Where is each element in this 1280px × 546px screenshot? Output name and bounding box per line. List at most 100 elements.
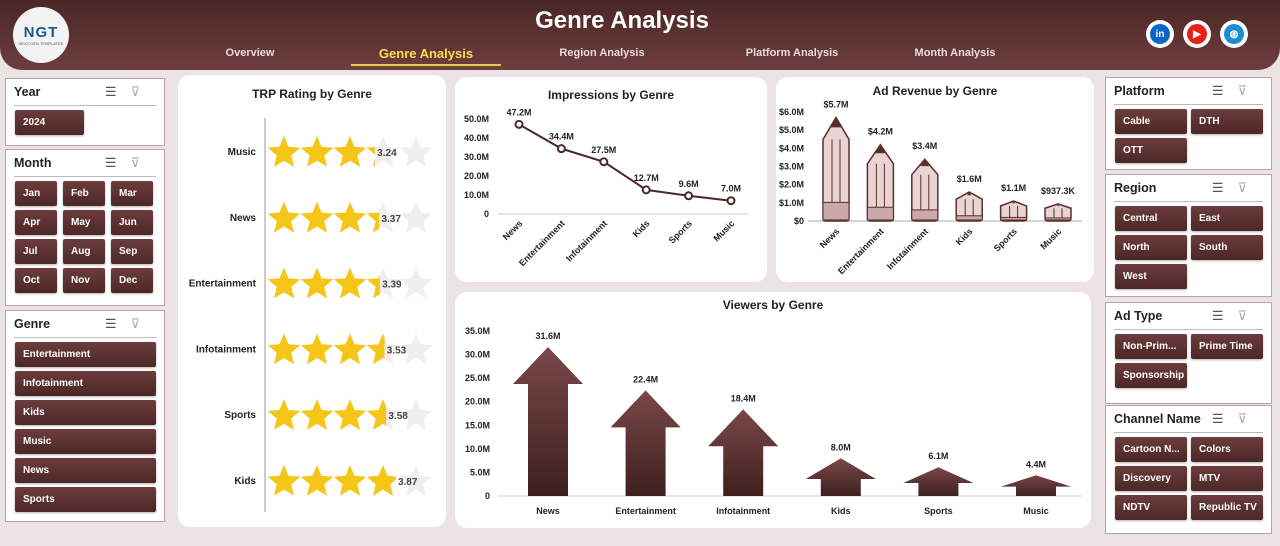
star-rating-bar <box>268 465 396 496</box>
x-tick-label: Sports <box>992 226 1019 253</box>
slicer-item[interactable]: Central <box>1115 206 1187 231</box>
star-filled-icon <box>268 399 301 430</box>
data-label: 3.24 <box>377 148 397 159</box>
tab-genre-analysis[interactable]: Genre Analysis <box>350 46 502 66</box>
slicer-item[interactable]: 2024 <box>15 110 84 135</box>
slicer-item[interactable]: Jul <box>15 239 57 264</box>
arrow-bar <box>513 347 583 496</box>
slicer-item[interactable]: Sports <box>15 487 156 512</box>
slicer-item[interactable]: Dec <box>111 268 153 293</box>
slicer-item[interactable]: Cable <box>1115 109 1187 134</box>
data-label: 3.39 <box>382 280 402 291</box>
y-tick-label: 20.0M <box>465 397 490 407</box>
slicer-item[interactable]: Jun <box>111 210 153 235</box>
multi-select-icon[interactable]: ☰ <box>104 155 131 170</box>
x-tick-label: Sports <box>924 506 953 516</box>
clear-filter-icon[interactable]: ⊽ <box>130 155 154 170</box>
slicer-item[interactable]: Colors <box>1191 437 1263 462</box>
clear-filter-icon[interactable]: ⊽ <box>130 316 154 331</box>
slicer-item[interactable]: Cartoon N... <box>1115 437 1187 462</box>
tab-region-analysis[interactable]: Region Analysis <box>559 47 645 59</box>
star-filled-icon <box>268 136 301 167</box>
x-tick-label: Entertainment <box>615 506 676 516</box>
data-label: 3.58 <box>388 411 408 422</box>
divider <box>1114 201 1263 202</box>
x-tick-label: Kids <box>631 218 652 239</box>
star-rating-bar <box>268 201 380 233</box>
slicer-item[interactable]: Feb <box>63 181 105 206</box>
divider <box>14 105 156 106</box>
slicer-item[interactable]: Prime Time <box>1191 334 1263 359</box>
y-tick-label: $3.0M <box>779 162 804 172</box>
multi-select-icon[interactable]: ☰ <box>1211 180 1238 195</box>
tab-overview[interactable]: Overview <box>225 47 275 59</box>
star-rating-bar <box>268 399 387 430</box>
multi-select-icon[interactable]: ☰ <box>1211 83 1238 98</box>
month-slicer: Month ☰⊽ Jan Feb Mar Apr May Jun Jul Aug Sep Oct Nov… <box>5 149 165 306</box>
linkedin-button[interactable]: in <box>1146 20 1174 48</box>
slicer-item[interactable]: East <box>1191 206 1263 231</box>
multi-select-icon[interactable]: ☰ <box>104 316 131 331</box>
y-tick-label: 40.0M <box>464 133 489 143</box>
slicer-item[interactable]: Aug <box>63 239 105 264</box>
data-label: 6.1M <box>928 451 948 461</box>
slicer-item[interactable]: NDTV <box>1115 495 1187 520</box>
pencil-tip <box>874 144 887 154</box>
slicer-item[interactable]: OTT <box>1115 138 1187 163</box>
slicer-item[interactable]: Nov <box>63 268 105 293</box>
pencil-band <box>822 201 850 221</box>
slicer-item[interactable]: Kids <box>15 400 156 425</box>
clear-filter-icon[interactable]: ⊽ <box>130 84 154 99</box>
slicer-item[interactable]: Non-Prim... <box>1115 334 1187 359</box>
x-tick-label: Sports <box>667 218 694 245</box>
slicer-item[interactable]: South <box>1191 235 1263 260</box>
data-label: 3.87 <box>398 477 418 488</box>
slicer-item[interactable]: May <box>63 210 105 235</box>
impressions-card: Impressions by Genre <box>455 77 767 282</box>
slicer-title: Month <box>14 156 52 170</box>
slicer-item[interactable]: Sep <box>111 239 153 264</box>
youtube-button[interactable]: ▶ <box>1183 20 1211 48</box>
slicer-item[interactable]: North <box>1115 235 1187 260</box>
pencil-tip <box>967 191 972 196</box>
arrow-bar <box>708 409 779 496</box>
slicer-item[interactable]: MTV <box>1191 466 1263 491</box>
multi-select-icon[interactable]: ☰ <box>104 84 131 99</box>
pencil-band <box>866 206 894 221</box>
star-filled-icon <box>300 399 334 430</box>
slicer-item[interactable]: Apr <box>15 210 57 235</box>
y-tick-label: 20.0M <box>464 171 489 181</box>
star-filled-icon <box>268 201 301 233</box>
clear-filter-icon[interactable]: ⊽ <box>1237 83 1261 98</box>
slicer-item[interactable]: Infotainment <box>15 371 156 396</box>
header: NGT NEXT GEN TEMPLATES Genre Analysis Ove… <box>0 0 1280 70</box>
category-label: Kids <box>234 476 256 487</box>
slicer-item[interactable]: Republic TV <box>1191 495 1263 520</box>
category-label: Entertainment <box>189 279 257 290</box>
slicer-item[interactable]: West <box>1115 264 1187 289</box>
globe-button[interactable]: ◍ <box>1220 20 1248 48</box>
clear-filter-icon[interactable]: ⊽ <box>1237 411 1261 426</box>
clear-filter-icon[interactable]: ⊽ <box>1237 180 1261 195</box>
multi-select-icon[interactable]: ☰ <box>1211 411 1238 426</box>
star-filled-icon <box>333 465 367 496</box>
slicer-item[interactable]: Sponsorship <box>1115 363 1187 388</box>
multi-select-icon[interactable]: ☰ <box>1211 308 1238 323</box>
star-filled-icon <box>366 333 385 365</box>
slicer-item[interactable]: Entertainment <box>15 342 156 367</box>
tab-platform-analysis[interactable]: Platform Analysis <box>745 47 839 59</box>
slicer-item[interactable]: Music <box>15 429 156 454</box>
slicer-item[interactable]: News <box>15 458 156 483</box>
slicer-item[interactable]: Oct <box>15 268 57 293</box>
slicer-title: Genre <box>14 317 51 331</box>
clear-filter-icon[interactable]: ⊽ <box>1237 308 1261 323</box>
data-point <box>684 191 694 201</box>
slicer-item[interactable]: DTH <box>1191 109 1263 134</box>
divider <box>1114 329 1263 330</box>
pencil-tip <box>829 117 843 128</box>
divider <box>14 337 156 338</box>
slicer-item[interactable]: Mar <box>111 181 153 206</box>
slicer-item[interactable]: Jan <box>15 181 57 206</box>
slicer-item[interactable]: Discovery <box>1115 466 1187 491</box>
tab-month-analysis[interactable]: Month Analysis <box>914 47 996 59</box>
